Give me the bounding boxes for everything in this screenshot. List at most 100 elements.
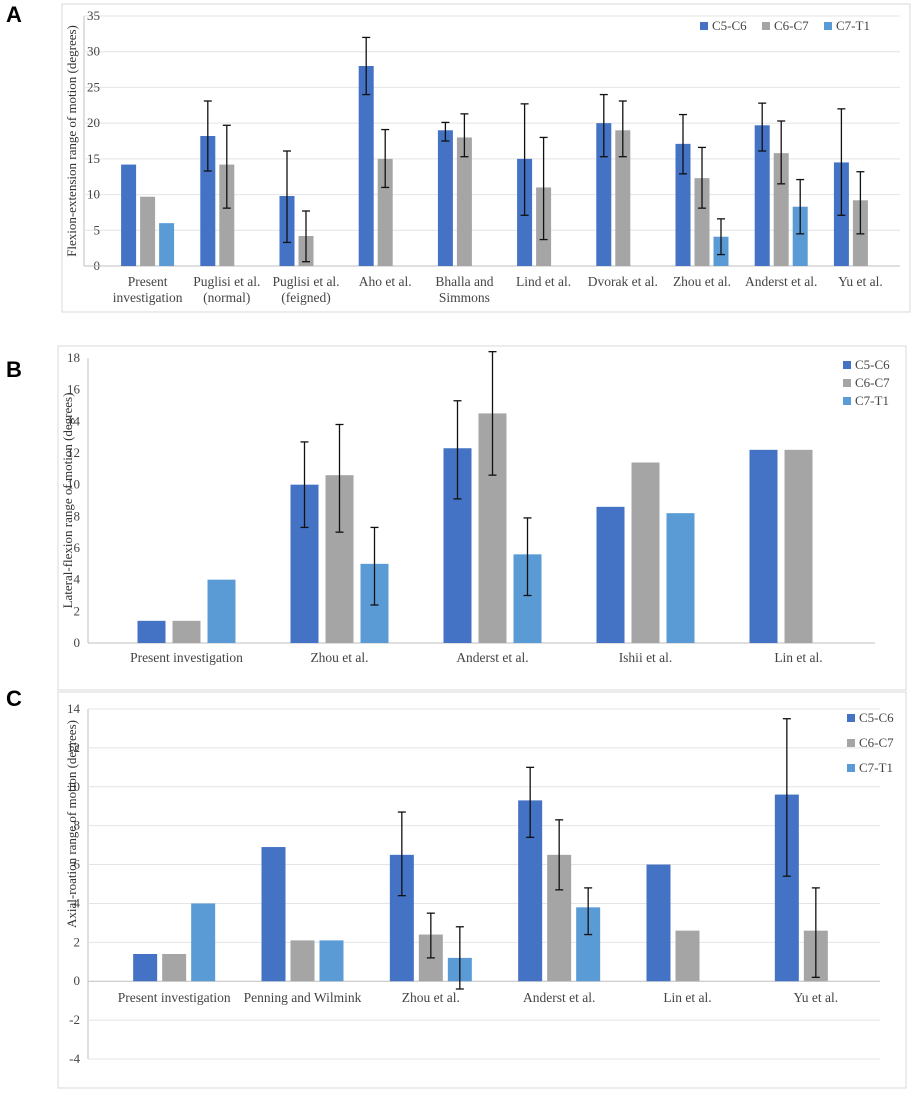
y-tick-label: 5	[94, 222, 101, 237]
chart-frame-c	[57, 691, 907, 1089]
legend-swatch-c7-t1	[847, 764, 855, 772]
panel-label-b: B	[6, 357, 22, 382]
bar-c5-c6-9	[754, 125, 770, 267]
chart-frame-a	[61, 3, 911, 313]
bar-c7-t1-4	[666, 513, 695, 643]
bar-c6-c7-4	[377, 158, 393, 266]
bar-c7-t1-9	[792, 206, 808, 266]
legend-swatch-c7-t1	[824, 22, 832, 30]
y-tick-label: 0	[74, 973, 81, 988]
x-category-label: Puglisi et al.	[193, 274, 260, 289]
legend-swatch-c6-c7	[843, 379, 851, 387]
bar-c5-c6-5	[646, 864, 671, 982]
bar-c6-c7-7	[615, 130, 631, 266]
y-tick-label: 8	[74, 508, 81, 523]
legend-label-c7-t1: C7-T1	[836, 18, 870, 33]
bar-c5-c6-5	[437, 130, 453, 266]
y-tick-label: 4	[74, 572, 81, 587]
bar-c5-c6-1	[121, 164, 137, 266]
x-category-label: Zhou et al.	[402, 990, 460, 1005]
bar-c5-c6-1	[133, 954, 158, 982]
legend-label-c6-c7: C6-C7	[859, 735, 894, 750]
bar-c5-c6-7	[596, 123, 612, 267]
x-category-label: Lin et al.	[774, 650, 822, 665]
bar-c5-c6-4	[358, 66, 374, 266]
y-tick-label: 14	[67, 413, 81, 428]
y-tick-label: 0	[74, 635, 81, 650]
y-tick-label: 10	[67, 477, 80, 492]
bar-c6-c7-2	[219, 164, 235, 266]
y-tick-label: 12	[67, 445, 80, 460]
legend-swatch-c5-c6	[700, 22, 708, 30]
y-tick-label: 35	[87, 8, 100, 23]
bar-c6-c7-2	[290, 940, 315, 982]
bar-c6-c7-5	[784, 449, 813, 643]
legend-swatch-c6-c7	[847, 739, 855, 747]
x-category-label: Simmons	[439, 290, 490, 305]
y-tick-label: 6	[74, 540, 81, 555]
bar-c5-c6-5	[749, 449, 778, 643]
bar-c6-c7-9	[773, 153, 789, 266]
y-tick-label: 18	[67, 350, 80, 365]
x-category-label: Ishii et al.	[619, 650, 673, 665]
chart-frame-b	[57, 345, 907, 691]
x-category-label: Puglisi et al.	[272, 274, 339, 289]
legend-label-c6-c7: C6-C7	[774, 18, 809, 33]
legend-swatch-c5-c6	[847, 714, 855, 722]
panel-label-a: A	[6, 2, 22, 27]
x-category-label: Lind et al.	[516, 274, 571, 289]
y-tick-label: 2	[74, 603, 81, 618]
y-tick-label: 12	[67, 740, 80, 755]
x-category-label: (feigned)	[281, 290, 330, 305]
x-category-label: Present investigation	[118, 990, 231, 1005]
x-category-label: investigation	[113, 290, 183, 305]
legend-label-c5-c6: C5-C6	[859, 710, 894, 725]
legend-label-c7-t1: C7-T1	[859, 760, 893, 775]
legend-swatch-c6-c7	[762, 22, 770, 30]
bar-c5-c6-4	[596, 506, 625, 643]
y-tick-label: 4	[74, 895, 81, 910]
bar-c7-t1-2	[319, 940, 344, 982]
y-tick-label: 20	[87, 115, 100, 130]
x-category-label: Anderst et al.	[456, 650, 528, 665]
y-tick-label: -4	[69, 1051, 80, 1066]
x-category-label: Anderst et al.	[523, 990, 595, 1005]
y-tick-label: 30	[87, 44, 100, 59]
x-category-label: Dvorak et al.	[588, 274, 658, 289]
x-category-label: Present	[128, 274, 168, 289]
bar-c5-c6-2	[261, 847, 286, 982]
bar-c6-c7-8	[694, 178, 710, 266]
legend-label-c5-c6: C5-C6	[712, 18, 747, 33]
x-category-label: Yu et al.	[794, 990, 839, 1005]
legend-swatch-c7-t1	[843, 397, 851, 405]
legend-label-c5-c6: C5-C6	[855, 357, 890, 372]
x-category-label: Anderst et al.	[745, 274, 817, 289]
y-tick-label: 14	[67, 701, 81, 716]
bar-c6-c7-5	[675, 930, 700, 982]
x-category-label: Penning and Wilmink	[244, 990, 362, 1005]
y-tick-label: -2	[69, 1012, 80, 1027]
x-category-label: Yu et al.	[838, 274, 883, 289]
y-tick-label: 10	[87, 187, 100, 202]
y-axis-title: Axial-roation range of motion (degrees)	[64, 720, 79, 928]
y-tick-label: 16	[67, 382, 81, 397]
y-axis-title: Flexion-extension range of motion (degre…	[64, 25, 79, 257]
x-category-label: Lin et al.	[663, 990, 711, 1005]
y-tick-label: 6	[74, 857, 81, 872]
bar-c6-c7-5	[456, 137, 472, 266]
y-tick-label: 2	[74, 934, 81, 949]
x-category-label: (normal)	[203, 290, 250, 305]
bar-c7-t1-1	[191, 903, 216, 982]
panel-label-c: C	[6, 686, 22, 711]
bar-c6-c7-1	[162, 954, 187, 982]
bar-c5-c6-2	[200, 136, 216, 266]
legend-label-c7-t1: C7-T1	[855, 393, 889, 408]
legend-swatch-c5-c6	[843, 361, 851, 369]
bar-c5-c6-1	[137, 620, 166, 643]
y-axis-title: Lateral-flexion range of motion (degrees…	[60, 393, 75, 609]
legend-label-c6-c7: C6-C7	[855, 375, 890, 390]
y-tick-label: 15	[87, 151, 100, 166]
x-category-label: Aho et al.	[359, 274, 412, 289]
bar-c6-c7-4	[631, 462, 660, 643]
